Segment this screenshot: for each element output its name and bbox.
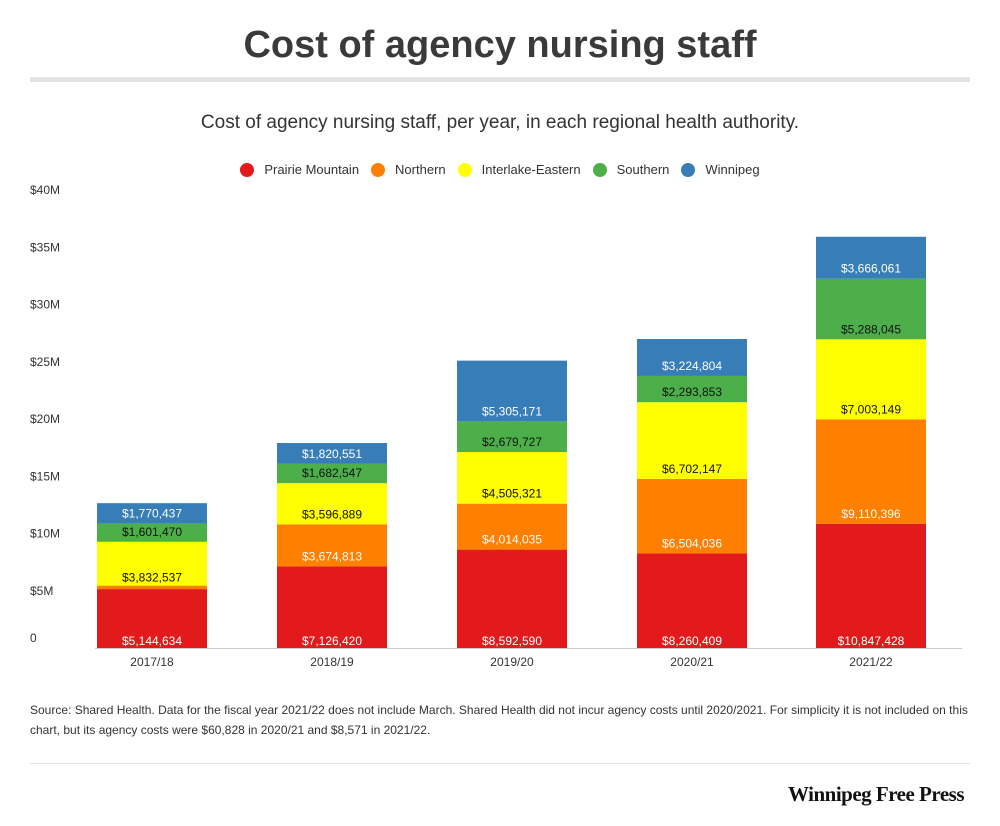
y-tick-label: $40M — [30, 183, 60, 197]
data-label: $10,847,428 — [838, 634, 905, 648]
legend-label: Interlake-Eastern — [481, 162, 581, 177]
data-label: $1,682,547 — [302, 466, 362, 480]
bar-segment — [457, 421, 567, 453]
bar-segment — [277, 443, 387, 464]
data-label: $7,003,149 — [841, 402, 901, 416]
data-label: $2,293,853 — [662, 385, 722, 399]
legend-item: Interlake-Eastern — [457, 162, 581, 177]
legend-label: Southern — [616, 162, 670, 177]
data-label: $5,144,634 — [122, 634, 182, 648]
bar-segment — [816, 339, 926, 420]
data-label: $4,505,321 — [482, 487, 542, 501]
brand-logo: Winnipeg Free Press — [788, 782, 965, 806]
legend-item: Northern — [371, 162, 446, 177]
bar-segment — [97, 523, 207, 542]
data-label: $8,592,590 — [482, 634, 542, 648]
chart-subtitle: Cost of agency nursing staff, per year, … — [200, 112, 800, 133]
y-tick-label: $25M — [30, 355, 60, 369]
data-label: $3,832,537 — [122, 571, 182, 585]
footer-divider — [30, 763, 970, 764]
legend-label: Prairie Mountain — [264, 162, 360, 177]
bar-segment — [457, 503, 567, 550]
bar-segment — [816, 236, 926, 279]
legend-swatch — [457, 162, 472, 177]
bar-segment — [277, 483, 387, 525]
data-label: $3,666,061 — [841, 262, 901, 276]
source-note: Source: Shared Health. Data for the fisc… — [30, 703, 968, 737]
data-label: $1,820,551 — [302, 447, 362, 461]
bar-segment — [637, 402, 747, 479]
y-tick-label: 0 — [30, 631, 37, 645]
legend-item: Prairie Mountain — [240, 162, 359, 177]
legend-item: Winnipeg — [681, 162, 760, 177]
bar-segment — [457, 452, 567, 504]
bar-segment — [277, 566, 387, 648]
bar-segment — [97, 541, 207, 586]
data-label: $1,601,470 — [122, 525, 182, 539]
bar-segment — [816, 278, 926, 340]
data-label: $3,674,813 — [302, 549, 362, 563]
legend-label: Winnipeg — [705, 162, 760, 177]
y-tick-label: $30M — [30, 298, 60, 312]
legend-swatch — [240, 162, 255, 177]
y-tick-label: $35M — [30, 240, 60, 254]
bar-segment — [816, 419, 926, 524]
data-label: $5,305,171 — [482, 404, 542, 418]
x-tick-label: 2020/21 — [670, 655, 714, 669]
legend-item: Southern — [592, 162, 670, 177]
data-label: $7,126,420 — [302, 634, 362, 648]
legend-swatch — [371, 162, 386, 177]
chart-headline: Cost of agency nursing staff — [243, 24, 757, 66]
y-tick-label: $10M — [30, 527, 60, 541]
y-tick-label: $5M — [30, 584, 53, 598]
bar-segment — [97, 589, 207, 648]
bar-segment — [457, 549, 567, 648]
data-label: $8,260,409 — [662, 634, 722, 648]
chart-legend: Prairie Mountain Northern Interlake-Easter… — [0, 162, 1000, 177]
bar-segment — [637, 553, 747, 648]
x-tick-label: 2017/18 — [130, 655, 174, 669]
data-label: $3,596,889 — [302, 507, 362, 521]
data-label: $6,504,036 — [662, 536, 722, 550]
bar-segment — [637, 478, 747, 554]
data-label: $4,014,035 — [482, 533, 542, 547]
data-label: $6,702,147 — [662, 462, 722, 476]
y-tick-label: $20M — [30, 412, 60, 426]
stacked-bar-chart: 0 $5M $10M $15M $20M $25M $30M $35M $40M 2017/18 2… — [30, 183, 962, 669]
headline-divider — [30, 77, 970, 82]
data-label: $3,224,804 — [662, 359, 722, 373]
data-label: $2,679,727 — [482, 435, 542, 449]
legend-swatch — [592, 162, 607, 177]
y-tick-label: $15M — [30, 469, 60, 483]
bar-segment — [277, 463, 387, 484]
data-label: $1,770,437 — [122, 506, 182, 520]
bar-segment — [816, 523, 926, 648]
data-label: $5,288,045 — [841, 322, 901, 336]
bar-segment — [97, 585, 207, 590]
x-tick-label: 2019/20 — [490, 655, 534, 669]
data-label: $9,110,396 — [841, 507, 900, 521]
bar-segment — [637, 339, 747, 376]
bar-segment — [457, 360, 567, 422]
x-tick-label: 2021/22 — [849, 655, 893, 669]
bar-segment — [637, 375, 747, 403]
x-tick-label: 2018/19 — [310, 655, 354, 669]
bar-segment — [97, 503, 207, 524]
legend-label: Northern — [395, 162, 446, 177]
bar-segment — [277, 524, 387, 567]
legend-swatch — [681, 162, 696, 177]
